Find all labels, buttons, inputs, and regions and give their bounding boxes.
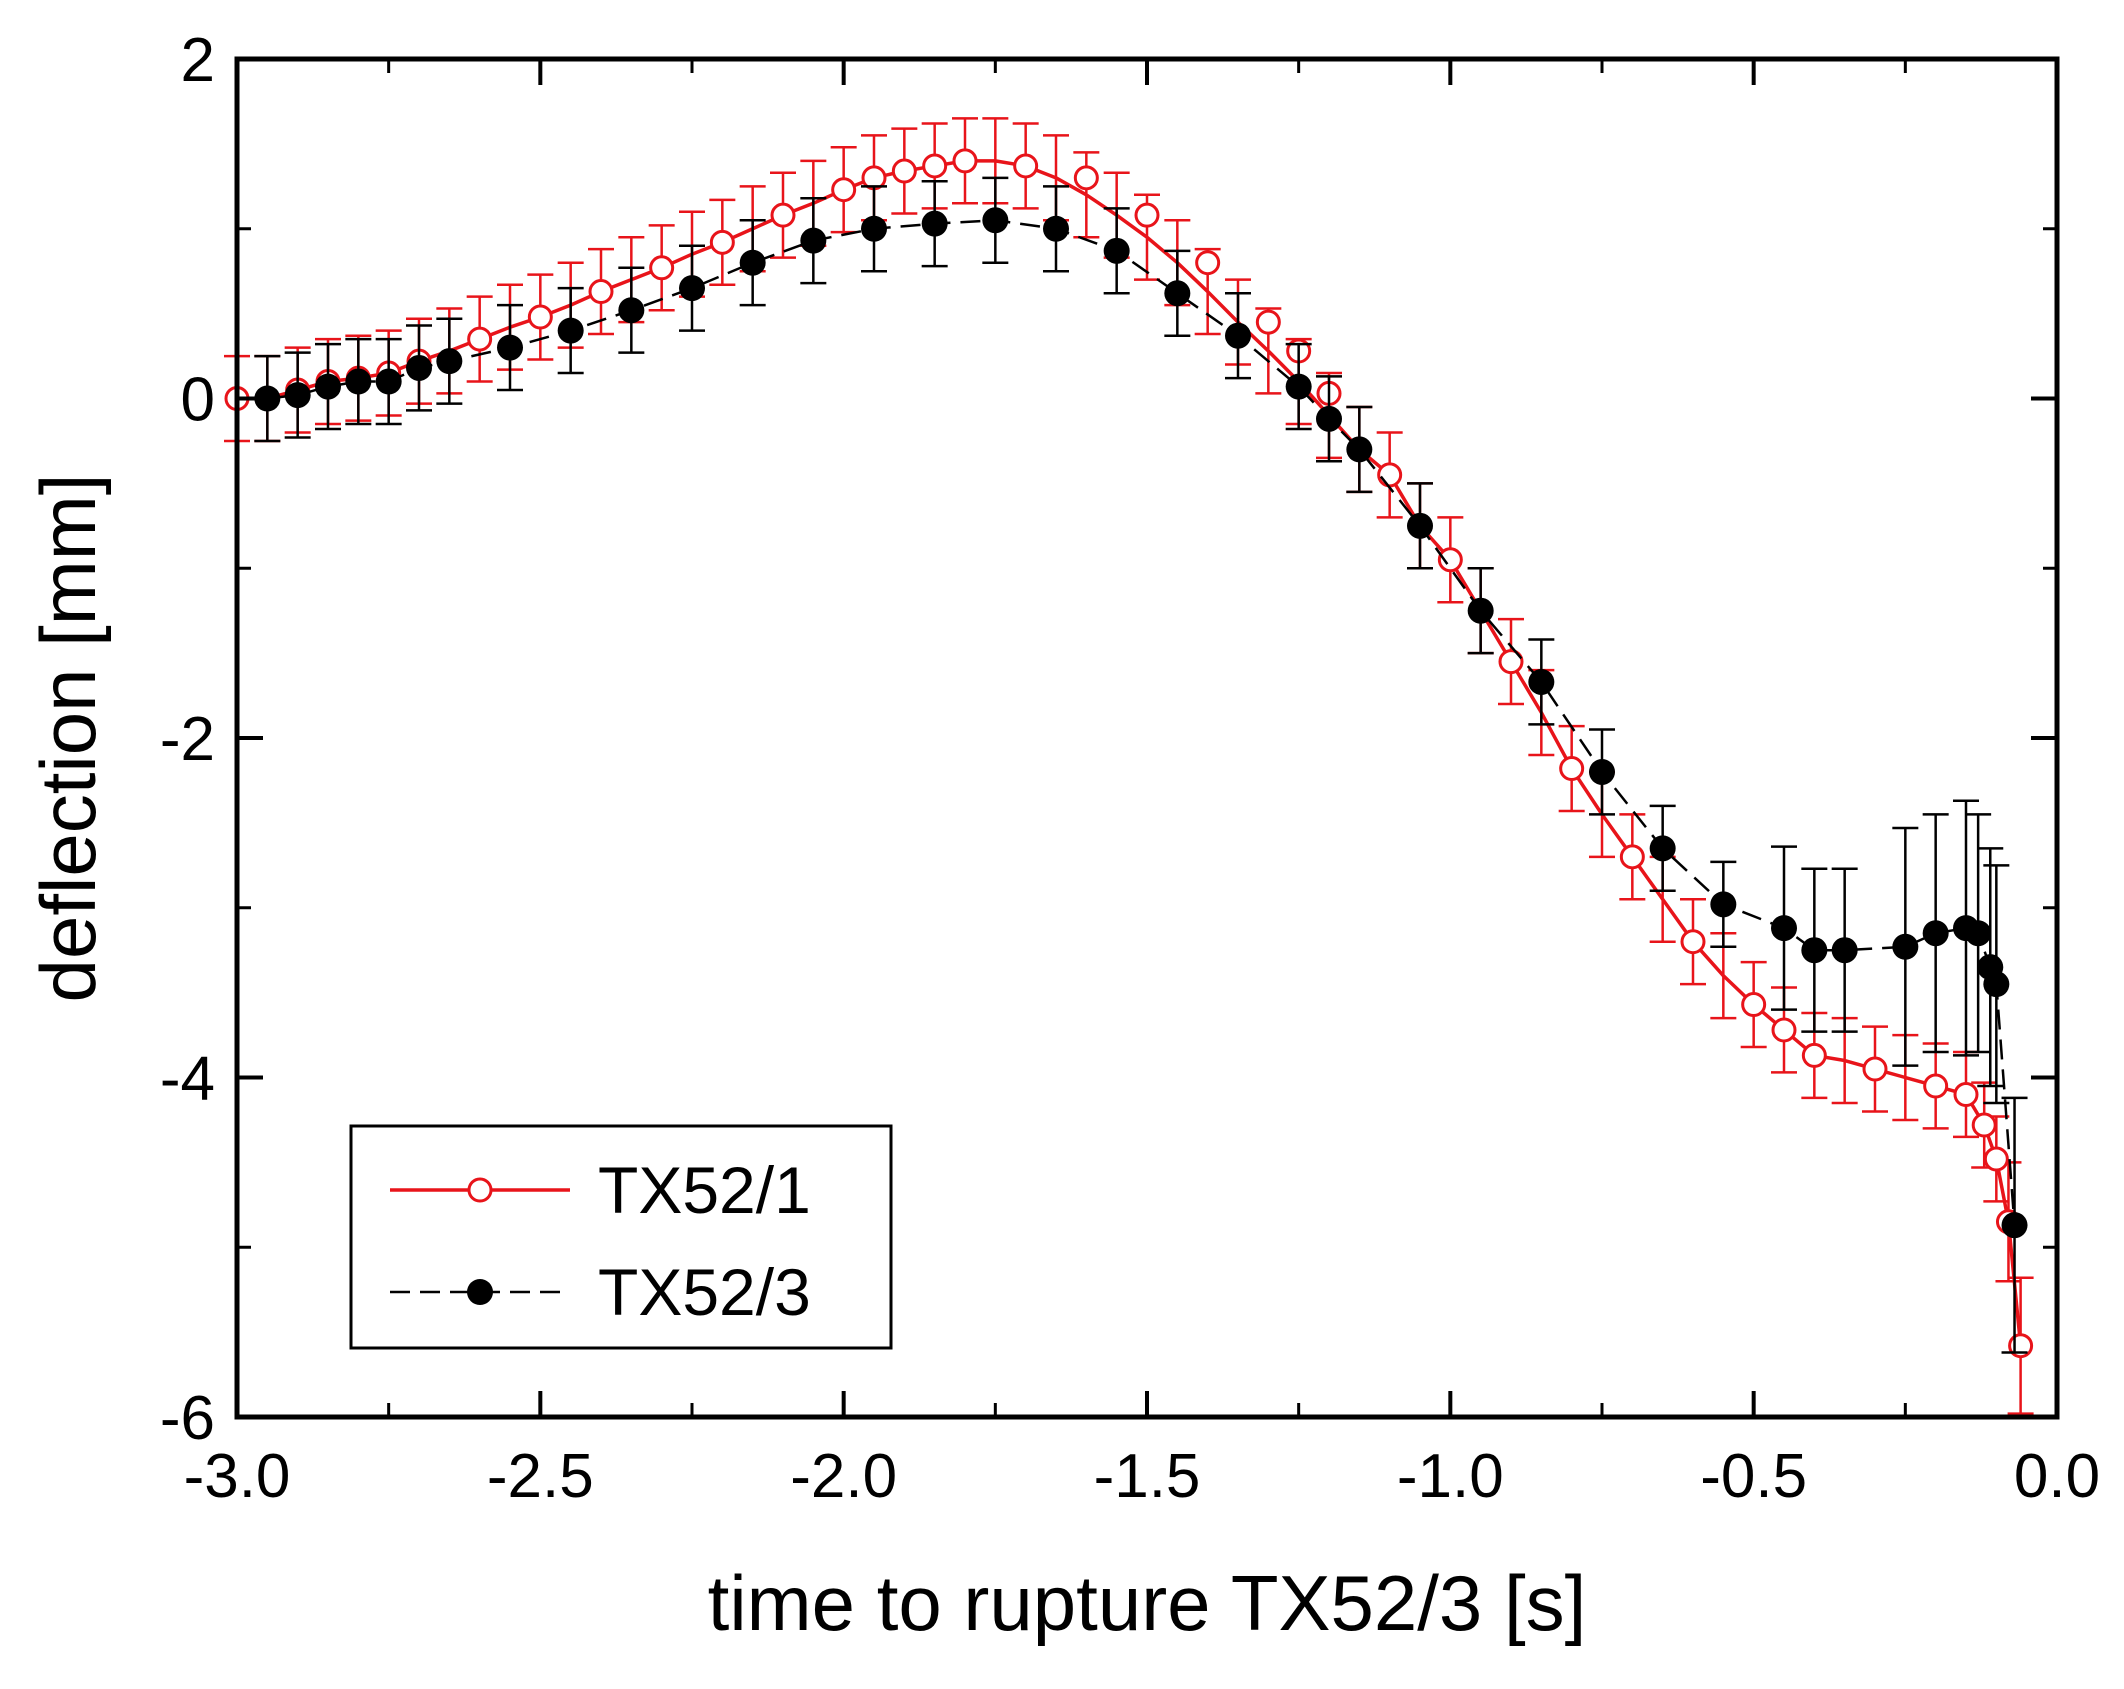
data-point bbox=[1073, 165, 1099, 191]
data-point bbox=[1285, 373, 1312, 400]
y-tick-label: 0 bbox=[181, 366, 215, 435]
data-point bbox=[1013, 153, 1039, 179]
data-point bbox=[1255, 309, 1281, 335]
x-tick-label: -3.0 bbox=[184, 1442, 291, 1511]
data-point bbox=[800, 227, 827, 254]
x-tick-label: -2.5 bbox=[487, 1442, 594, 1511]
data-point bbox=[1195, 250, 1221, 276]
y-tick-label: -6 bbox=[160, 1384, 215, 1453]
data-point bbox=[1103, 237, 1130, 264]
data-point bbox=[2001, 1212, 2028, 1239]
data-point bbox=[1741, 992, 1767, 1018]
x-tick-label: -0.5 bbox=[1700, 1442, 1807, 1511]
data-point bbox=[527, 304, 553, 330]
data-point bbox=[1965, 920, 1992, 947]
data-point bbox=[982, 207, 1009, 234]
data-point bbox=[831, 177, 857, 203]
data-point bbox=[315, 373, 341, 400]
x-axis-title: time to rupture TX52/3 [s] bbox=[708, 1559, 1587, 1647]
y-tick-label: 2 bbox=[181, 26, 215, 95]
data-point bbox=[952, 148, 978, 174]
x-tick-label: -1.0 bbox=[1397, 1442, 1504, 1511]
data-point bbox=[709, 229, 735, 255]
legend-label-tx52-1: TX52/1 bbox=[598, 1153, 811, 1227]
data-point bbox=[557, 317, 584, 344]
data-point bbox=[1892, 933, 1919, 960]
data-point bbox=[1680, 929, 1706, 955]
data-point bbox=[1559, 756, 1585, 782]
axis-ticks-layer: -3.0 -2.5 -2.0 -1.5 -1.0 -0.5 0.0 -6 -4 -2 0 2 bbox=[160, 26, 2100, 1511]
data-point bbox=[921, 210, 948, 237]
data-point bbox=[1377, 462, 1403, 488]
y-axis-title: deflection [mm] bbox=[24, 474, 112, 1003]
data-point bbox=[1771, 915, 1797, 942]
data-point bbox=[284, 382, 311, 409]
data-point bbox=[1134, 202, 1160, 228]
data-point bbox=[922, 153, 948, 179]
data-point bbox=[1316, 405, 1342, 432]
y-tick-label: -4 bbox=[160, 1045, 215, 1114]
data-point bbox=[1467, 597, 1494, 624]
data-point bbox=[1710, 891, 1737, 918]
data-point bbox=[1831, 937, 1858, 964]
legend-marker-tx52-1 bbox=[467, 1177, 493, 1203]
data-point bbox=[891, 158, 917, 184]
series-tx52-3 bbox=[254, 176, 2028, 1354]
legend-label-tx52-3: TX52/3 bbox=[598, 1255, 811, 1329]
data-point bbox=[1619, 844, 1645, 870]
data-point bbox=[497, 334, 523, 361]
data-point bbox=[1983, 1146, 2009, 1172]
data-point bbox=[1043, 215, 1069, 242]
data-point bbox=[1346, 436, 1373, 463]
data-point bbox=[588, 279, 614, 305]
data-point bbox=[1801, 1042, 1827, 1068]
data-point bbox=[1953, 1081, 1979, 1107]
data-point bbox=[436, 348, 463, 375]
x-tick-label: -2.0 bbox=[790, 1442, 897, 1511]
legend-box bbox=[349, 1124, 893, 1350]
data-point bbox=[467, 326, 493, 352]
plot-series-layer bbox=[224, 117, 2034, 1415]
data-point bbox=[679, 275, 705, 302]
data-point bbox=[406, 354, 432, 381]
y-tick-label: -2 bbox=[160, 705, 215, 774]
data-point bbox=[649, 255, 675, 281]
data-point bbox=[1437, 547, 1463, 573]
data-point bbox=[254, 385, 281, 412]
data-point bbox=[1922, 920, 1949, 947]
data-point bbox=[1862, 1056, 1888, 1082]
legend: TX52/1 TX52/3 bbox=[349, 1124, 893, 1350]
data-point bbox=[770, 202, 796, 228]
data-point bbox=[345, 368, 372, 395]
data-point bbox=[1801, 937, 1828, 964]
data-point bbox=[1225, 322, 1251, 349]
data-point bbox=[1589, 758, 1615, 785]
data-point bbox=[861, 215, 887, 242]
data-point bbox=[1498, 649, 1524, 675]
data-point bbox=[1771, 1017, 1797, 1043]
legend-marker-tx52-3 bbox=[467, 1279, 493, 1305]
data-point bbox=[1528, 668, 1555, 695]
data-point bbox=[1923, 1073, 1949, 1099]
data-point bbox=[1983, 971, 2010, 998]
data-point bbox=[1971, 1112, 1997, 1138]
data-point bbox=[375, 368, 402, 395]
data-point bbox=[618, 297, 645, 324]
series-line bbox=[267, 219, 2016, 1226]
data-point bbox=[1649, 835, 1676, 862]
x-tick-label: 0.0 bbox=[2014, 1442, 2100, 1511]
data-point bbox=[1407, 512, 1433, 539]
x-tick-label: -1.5 bbox=[1094, 1442, 1201, 1511]
data-point bbox=[739, 249, 766, 276]
data-point bbox=[1164, 280, 1191, 307]
